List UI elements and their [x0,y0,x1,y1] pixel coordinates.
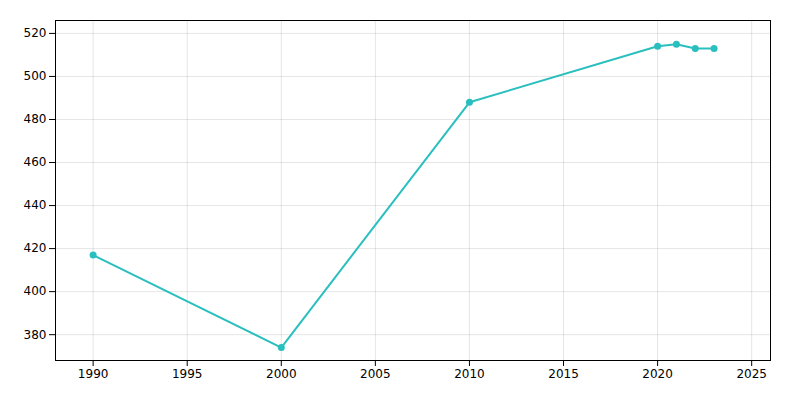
svg-text:2020: 2020 [642,367,673,381]
svg-text:420: 420 [24,241,47,255]
svg-text:380: 380 [24,328,47,342]
svg-text:520: 520 [24,26,47,40]
svg-text:1990: 1990 [78,367,109,381]
svg-text:440: 440 [24,198,47,212]
svg-text:2010: 2010 [454,367,485,381]
svg-text:2000: 2000 [266,367,297,381]
svg-text:2005: 2005 [360,367,391,381]
svg-text:2015: 2015 [548,367,579,381]
svg-text:1995: 1995 [172,367,203,381]
svg-text:500: 500 [24,69,47,83]
svg-text:400: 400 [24,284,47,298]
svg-text:480: 480 [24,112,47,126]
svg-text:2025: 2025 [736,367,767,381]
svg-text:460: 460 [24,155,47,169]
